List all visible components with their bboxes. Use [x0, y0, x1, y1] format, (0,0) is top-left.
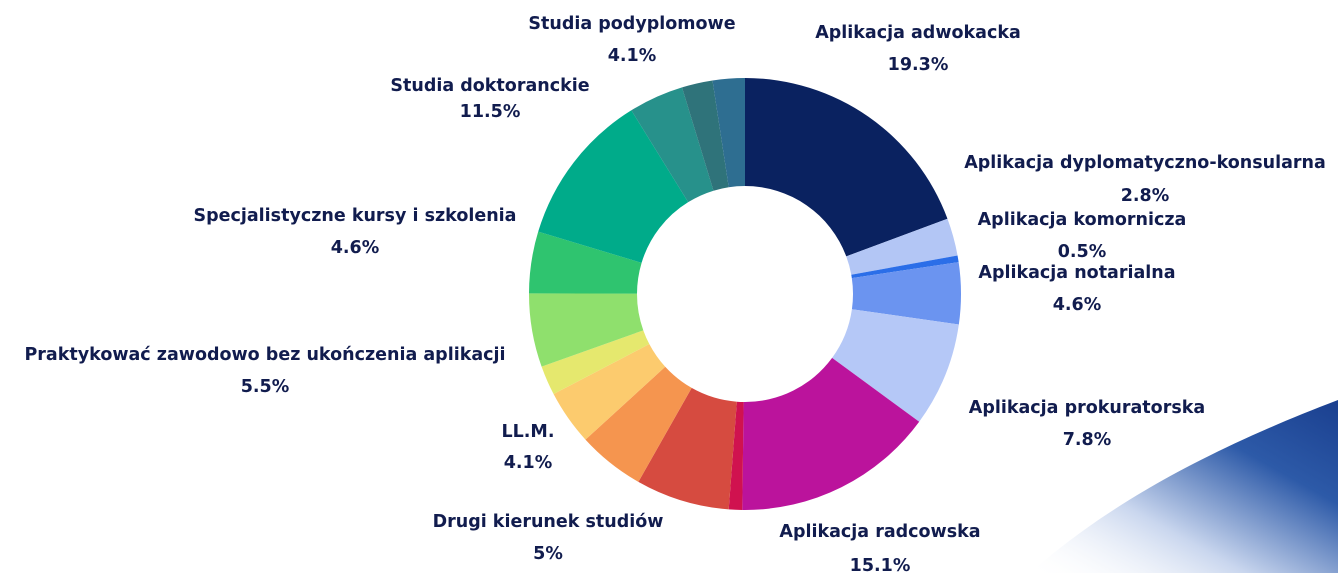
donut-slice [832, 309, 959, 422]
slice-value-label: 5.5% [241, 377, 290, 397]
labels: Aplikacja adwokacka 19.3% Aplikacja dyplom… [24, 14, 1325, 573]
slice-value-label: 0.5% [1058, 242, 1107, 262]
slice-label: Specjalistyczne kursy i szkolenia [193, 206, 516, 226]
slice-label: Aplikacja adwokacka [815, 23, 1021, 43]
slice-label: Aplikacja notarialna [978, 263, 1175, 283]
donut-slice [585, 366, 692, 482]
slice-label: Aplikacja radcowska [779, 522, 980, 542]
slice-label: Aplikacja komornicza [978, 210, 1187, 230]
donut-slice [541, 330, 650, 395]
slice-label: Aplikacja dyplomatyczno-konsularna [964, 153, 1326, 173]
donut-slice [529, 231, 642, 294]
slice-value-label: 7.8% [1063, 430, 1112, 450]
donut-slice [846, 218, 958, 275]
slice-value-label: 5% [533, 544, 563, 564]
donut-slice [553, 344, 666, 440]
slice-label: Drugi kierunek studiów [433, 512, 664, 532]
donut-slice [682, 80, 729, 191]
donut-slice [712, 78, 745, 188]
donut-slice [728, 401, 744, 510]
slice-label: Studia doktoranckie [390, 76, 589, 96]
donut-slice [638, 387, 737, 510]
slice-value-label: 4.1% [504, 453, 553, 473]
slice-value-label: 4.6% [1053, 295, 1102, 315]
slice-value-label: 2.8% [1121, 186, 1170, 206]
slice-value-label: 15.1% [850, 556, 911, 573]
slice-label: LL.M. [501, 422, 554, 442]
background-swoosh [1030, 400, 1338, 573]
donut-slice [742, 357, 920, 510]
donut-slice [631, 87, 714, 203]
donut-slice [851, 255, 959, 279]
donut-slice [745, 78, 948, 257]
slice-value-label: 19.3% [888, 55, 949, 75]
slice-label: Studia podyplomowe [528, 14, 735, 34]
donut-slice [538, 110, 689, 263]
slice-value-label: 4.1% [608, 46, 657, 66]
slice-value-label: 4.6% [331, 238, 380, 258]
donut-slice [529, 293, 644, 367]
donut [529, 78, 961, 510]
slice-label: Praktykować zawodowo bez ukończenia apli… [24, 345, 505, 365]
slice-value-label: 11.5% [460, 102, 521, 122]
donut-slice [851, 262, 961, 325]
slice-label: Aplikacja prokuratorska [969, 398, 1205, 418]
